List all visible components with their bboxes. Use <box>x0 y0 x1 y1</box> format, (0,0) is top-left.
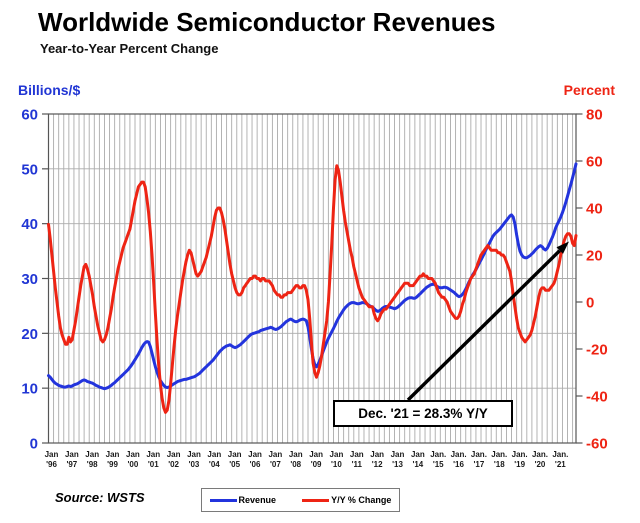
left-tick-label: 50 <box>21 161 38 178</box>
legend-label-revenue: Revenue <box>238 495 277 505</box>
x-tick-month: Jan <box>391 450 405 459</box>
x-tick-year: '99 <box>107 460 118 469</box>
x-tick-year: '15 <box>433 460 444 469</box>
left-tick-label: 60 <box>21 107 38 124</box>
right-tick-label: 20 <box>586 248 603 265</box>
x-tick-month: Jan. <box>430 450 446 459</box>
x-tick-month: Jan <box>85 450 99 459</box>
x-tick-year: '02 <box>168 460 179 469</box>
x-tick-year: '01 <box>148 460 159 469</box>
x-tick-month: Jan <box>187 450 201 459</box>
x-tick-month: Jan. <box>491 450 507 459</box>
x-tick-month: Jan. <box>451 450 467 459</box>
x-tick-month: Jan <box>330 450 344 459</box>
x-tick-year: '14 <box>412 460 423 469</box>
x-tick-year: '10 <box>331 460 342 469</box>
x-tick-month: Jan <box>167 450 181 459</box>
left-tick-label: 0 <box>30 436 38 453</box>
right-tick-label: 60 <box>586 154 603 171</box>
legend: Revenue Y/Y % Change <box>201 488 400 512</box>
legend-item-revenue: Revenue <box>209 495 277 505</box>
x-tick-year: '97 <box>66 460 77 469</box>
x-tick-month: Jan <box>126 450 140 459</box>
x-tick-year: '00 <box>128 460 139 469</box>
legend-label-yoy: Y/Y % Change <box>331 495 392 505</box>
x-tick-month: Jan <box>350 450 364 459</box>
x-tick-year: '19 <box>514 460 525 469</box>
right-axis-ticks: 80 60 40 20 0 -20 -40 -60 <box>576 107 608 453</box>
x-tick-month: Jan <box>248 450 262 459</box>
annotation-callout: Dec. '21 = 28.3% Y/Y <box>333 400 513 427</box>
x-tick-year: '06 <box>250 460 261 469</box>
x-tick-year: '18 <box>494 460 505 469</box>
revenue-line-swatch <box>209 498 237 502</box>
x-tick-year: '17 <box>474 460 485 469</box>
x-tick-year: '20 <box>535 460 546 469</box>
left-tick-label: 10 <box>21 381 38 398</box>
yoy-line-swatch <box>302 498 330 502</box>
x-tick-month: Jan <box>207 450 221 459</box>
right-tick-label: -40 <box>586 389 608 406</box>
x-tick-year: '98 <box>87 460 98 469</box>
x-tick-month: Jan <box>65 450 79 459</box>
chart-title: Worldwide Semiconductor Revenues <box>38 7 496 37</box>
horizontal-gridlines <box>48 168 576 389</box>
x-axis-labels: Jan'96Jan'97Jan'98Jan'99Jan'00Jan'01Jan'… <box>45 450 569 469</box>
x-tick-month: Jan <box>106 450 120 459</box>
source-label: Source: WSTS <box>55 490 145 505</box>
right-tick-label: -60 <box>586 436 608 453</box>
x-tick-month: Jan. <box>512 450 528 459</box>
x-tick-year: '16 <box>453 460 464 469</box>
x-tick-month: Jan <box>228 450 242 459</box>
x-tick-month: Jan. <box>552 450 568 459</box>
right-tick-label: 80 <box>586 107 603 124</box>
x-tick-month: Jan <box>370 450 384 459</box>
legend-item-yoy: Y/Y % Change <box>302 495 391 505</box>
right-tick-label: 40 <box>586 201 603 218</box>
x-tick-month: Jan <box>146 450 160 459</box>
x-tick-month: Jan <box>45 450 59 459</box>
x-tick-month: Jan <box>411 450 425 459</box>
x-tick-year: '07 <box>270 460 281 469</box>
right-axis-caption: Percent <box>563 82 615 98</box>
chart-subtitle: Year-to-Year Percent Change <box>40 41 219 56</box>
x-tick-year: '21 <box>555 460 566 469</box>
yoy-line <box>47 164 578 414</box>
left-tick-label: 40 <box>21 216 38 233</box>
x-tick-month: Jan <box>309 450 323 459</box>
annotation-arrow <box>406 241 569 402</box>
x-tick-year: '09 <box>311 460 322 469</box>
x-tick-year: '05 <box>229 460 240 469</box>
x-tick-year: '08 <box>290 460 301 469</box>
annotation-text: Dec. '21 = 28.3% Y/Y <box>358 406 488 421</box>
x-tick-year: '96 <box>46 460 57 469</box>
right-tick-label: 0 <box>586 295 594 312</box>
left-axis-caption: Billions/$ <box>18 82 81 98</box>
x-tick-month: Jan. <box>471 450 487 459</box>
x-tick-month: Jan <box>268 450 282 459</box>
x-tick-year: '11 <box>352 460 363 469</box>
x-tick-month: Jan <box>289 450 303 459</box>
x-tick-month: Jan. <box>532 450 548 459</box>
x-tick-year: '12 <box>372 460 383 469</box>
left-axis-ticks: 60 50 40 30 20 10 0 <box>21 107 49 453</box>
left-tick-label: 30 <box>21 271 38 288</box>
right-tick-label: -20 <box>586 342 608 359</box>
x-tick-year: '03 <box>189 460 200 469</box>
left-tick-label: 20 <box>21 326 38 343</box>
x-tick-year: '04 <box>209 460 220 469</box>
x-tick-year: '13 <box>392 460 403 469</box>
